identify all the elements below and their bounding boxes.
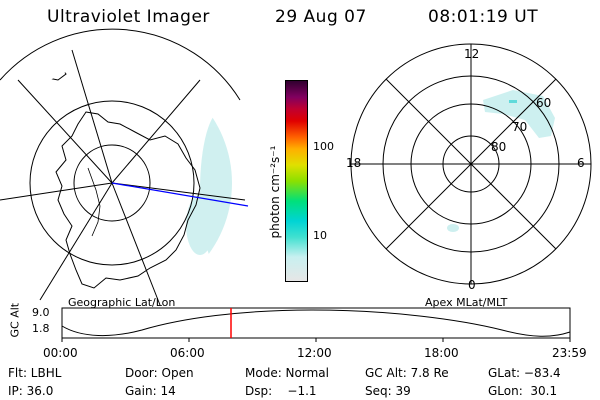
colorbar-tick-10: 10: [313, 229, 327, 242]
colorbar: [285, 80, 308, 282]
mlat-label-60: 60: [536, 96, 552, 110]
colorbar-tick-100: 100: [313, 140, 334, 153]
aurora-emission-right: [447, 90, 555, 232]
glon-info: GLon: 30.1: [488, 384, 558, 398]
observation-date: 29 Aug 07: [275, 7, 367, 27]
timeline-xtick-2359: 23:59: [552, 346, 587, 360]
timeline-xtick-1800: 18:00: [424, 346, 459, 360]
door-info: Door: Open: [125, 366, 194, 380]
timeline-axis-label: GC Alt: [8, 302, 22, 338]
antarctica-coastline: [55, 111, 201, 289]
mlt-polar-plot: [350, 43, 592, 285]
observation-time: 08:01:19 UT: [428, 7, 539, 27]
timeline-xtick-0000: 00:00: [43, 346, 78, 360]
mlt-label-18: 18: [346, 156, 362, 170]
timeline-xtick-1200: 12:00: [297, 346, 332, 360]
sequence-info: Seq: 39: [365, 384, 411, 398]
mlt-label-0: 0: [468, 278, 476, 292]
timeline-ytick-9: 9.0: [32, 306, 50, 319]
geographic-map: [0, 28, 249, 306]
timeline-ytick-1-8: 1.8: [32, 322, 50, 335]
mlat-label-70: 70: [512, 120, 528, 134]
gain-info: Gain: 14: [125, 384, 176, 398]
mlat-label-80: 80: [491, 140, 507, 154]
colorbar-unit-label: photon cm⁻²s⁻¹: [268, 145, 282, 239]
noon-midnight-line: [111, 182, 249, 207]
geographic-caption: Geographic Lat/Lon: [68, 296, 176, 309]
orbit-altitude-timeline: [61, 307, 571, 342]
mlt-label-12: 12: [464, 47, 480, 61]
aurora-emission-left: [186, 110, 232, 270]
instrument-title: Ultraviolet Imager: [47, 7, 210, 27]
mlt-caption: Apex MLat/MLT: [425, 296, 508, 309]
mode-info: Mode: Normal: [245, 366, 329, 380]
mlt-label-6: 6: [577, 156, 585, 170]
glat-info: GLat: −83.4: [488, 366, 561, 380]
timeline-xtick-0600: 06:00: [170, 346, 205, 360]
ip-info: IP: 36.0: [8, 384, 54, 398]
filter-info: Flt: LBHL: [8, 366, 62, 380]
gc-altitude-info: GC Alt: 7.8 Re: [365, 366, 449, 380]
dsp-info: Dsp: −1.1: [245, 384, 317, 398]
